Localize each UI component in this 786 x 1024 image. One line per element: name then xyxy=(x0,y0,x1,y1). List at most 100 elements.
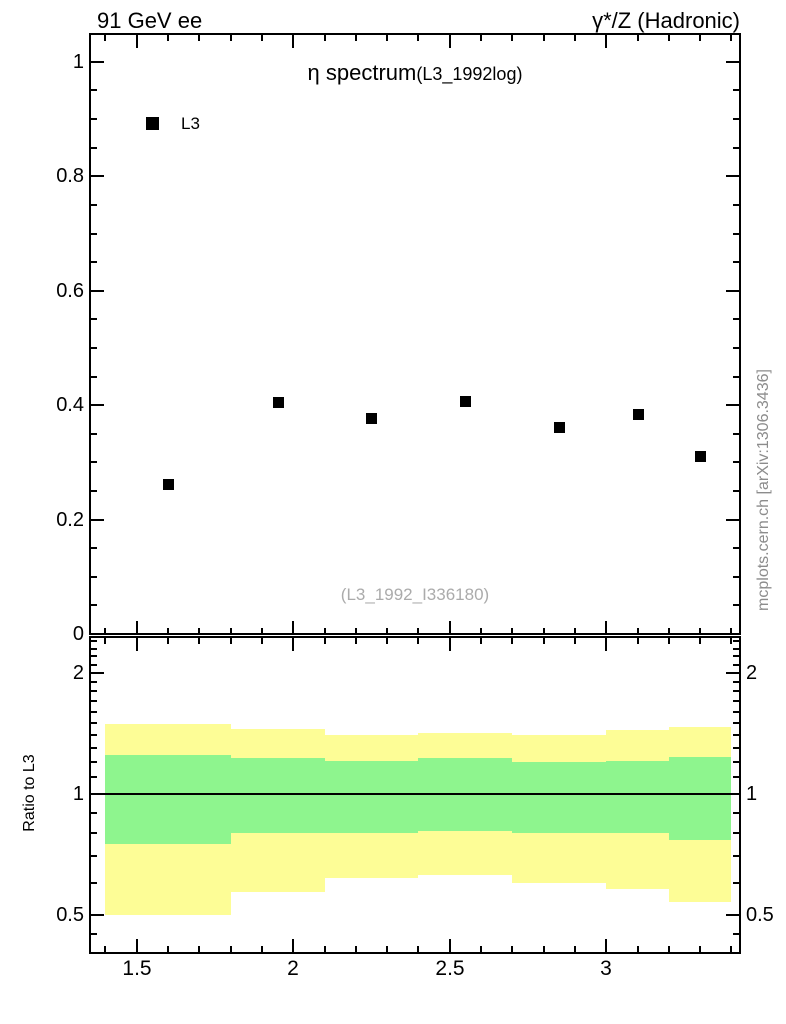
axis-tick xyxy=(91,812,97,814)
axis-tick xyxy=(726,914,739,916)
axis-tick xyxy=(449,621,451,634)
axis-tick xyxy=(511,946,513,952)
axis-tick xyxy=(733,747,739,749)
axis-tick xyxy=(292,939,294,952)
axis-tick xyxy=(292,35,294,48)
axis-tick xyxy=(230,946,232,952)
axis-tick xyxy=(574,946,576,952)
axis-tick xyxy=(91,347,97,349)
axis-tick xyxy=(726,290,739,292)
data-point xyxy=(633,409,644,420)
axis-tick xyxy=(637,628,639,634)
axis-tick xyxy=(324,628,326,634)
axis-tick xyxy=(91,761,97,763)
axis-tick xyxy=(668,946,670,952)
axis-tick xyxy=(230,35,232,41)
axis-tick xyxy=(91,89,97,91)
axis-tick xyxy=(733,89,739,91)
axis-tick xyxy=(733,433,739,435)
axis-tick xyxy=(730,35,732,41)
axis-tick xyxy=(91,711,97,713)
data-point xyxy=(273,397,284,408)
analysis-id-watermark: (L3_1992_I336180) xyxy=(340,585,490,604)
axis-tick xyxy=(91,832,97,834)
axis-tick xyxy=(726,61,739,63)
axis-tick xyxy=(136,939,138,952)
axis-tick xyxy=(91,690,97,692)
plot-title: η spectrum(L3_1992log) xyxy=(308,60,523,86)
axis-tick xyxy=(261,35,263,41)
axis-tick xyxy=(637,638,639,644)
beam-energy-label: 91 GeV ee xyxy=(97,8,203,33)
ratio-y-tick-label-right: 2 xyxy=(746,662,758,684)
axis-tick xyxy=(699,946,701,952)
axis-tick xyxy=(91,681,97,683)
axis-tick xyxy=(91,640,97,642)
axis-tick xyxy=(167,638,169,644)
main-plot-panel xyxy=(89,33,741,635)
axis-tick xyxy=(574,638,576,644)
axis-tick xyxy=(726,519,739,521)
axis-tick xyxy=(324,946,326,952)
axis-tick xyxy=(91,547,97,549)
axis-tick xyxy=(699,35,701,41)
axis-tick xyxy=(91,747,97,749)
axis-tick xyxy=(91,175,104,177)
axis-tick xyxy=(605,939,607,952)
axis-tick xyxy=(91,61,104,63)
axis-tick xyxy=(417,628,419,634)
axis-tick xyxy=(91,376,97,378)
axis-tick xyxy=(91,118,97,120)
axis-tick xyxy=(104,628,106,634)
ratio-y-tick-label-left: 0.5 xyxy=(56,904,84,926)
axis-tick xyxy=(386,946,388,952)
axis-tick xyxy=(726,404,739,406)
axis-tick xyxy=(136,621,138,634)
axis-tick xyxy=(261,946,263,952)
axis-tick xyxy=(511,638,513,644)
axis-tick xyxy=(730,628,732,634)
axis-tick xyxy=(91,461,97,463)
axis-tick xyxy=(261,638,263,644)
axis-tick xyxy=(91,404,104,406)
axis-tick xyxy=(104,638,106,644)
mcplots-credit: mcplots.cern.ch [arXiv:1306.3436] xyxy=(755,369,772,611)
axis-tick xyxy=(355,638,357,644)
axis-tick xyxy=(733,261,739,263)
axis-tick xyxy=(543,35,545,41)
axis-tick xyxy=(511,35,513,41)
axis-tick xyxy=(733,318,739,320)
ratio-green-band xyxy=(105,755,231,845)
axis-tick xyxy=(733,933,739,935)
axis-tick xyxy=(637,946,639,952)
axis-tick xyxy=(543,628,545,634)
axis-tick xyxy=(91,204,97,206)
axis-tick xyxy=(733,681,739,683)
axis-tick xyxy=(726,175,739,177)
axis-tick xyxy=(699,638,701,644)
axis-tick xyxy=(733,490,739,492)
axis-tick xyxy=(91,147,97,149)
main-y-tick-label: 0.4 xyxy=(56,394,84,416)
main-y-tick-label: 0 xyxy=(72,623,84,645)
data-point xyxy=(460,396,471,407)
axis-tick xyxy=(733,855,739,857)
axis-tick xyxy=(355,946,357,952)
axis-tick xyxy=(605,621,607,634)
axis-tick xyxy=(480,35,482,41)
axis-tick xyxy=(726,672,739,674)
axis-tick xyxy=(733,376,739,378)
x-tick-label: 2.5 xyxy=(435,957,465,980)
axis-tick xyxy=(91,519,104,521)
ratio-green-band xyxy=(324,760,419,834)
axis-tick xyxy=(324,638,326,644)
axis-tick xyxy=(543,946,545,952)
axis-tick xyxy=(91,664,97,666)
ratio-y-tick-label-left: 1 xyxy=(72,783,84,805)
axis-tick xyxy=(324,35,326,41)
axis-tick xyxy=(355,628,357,634)
axis-tick xyxy=(449,35,451,48)
plot-title-main: η spectrum xyxy=(307,60,417,85)
axis-tick xyxy=(449,939,451,952)
axis-tick xyxy=(91,233,97,235)
